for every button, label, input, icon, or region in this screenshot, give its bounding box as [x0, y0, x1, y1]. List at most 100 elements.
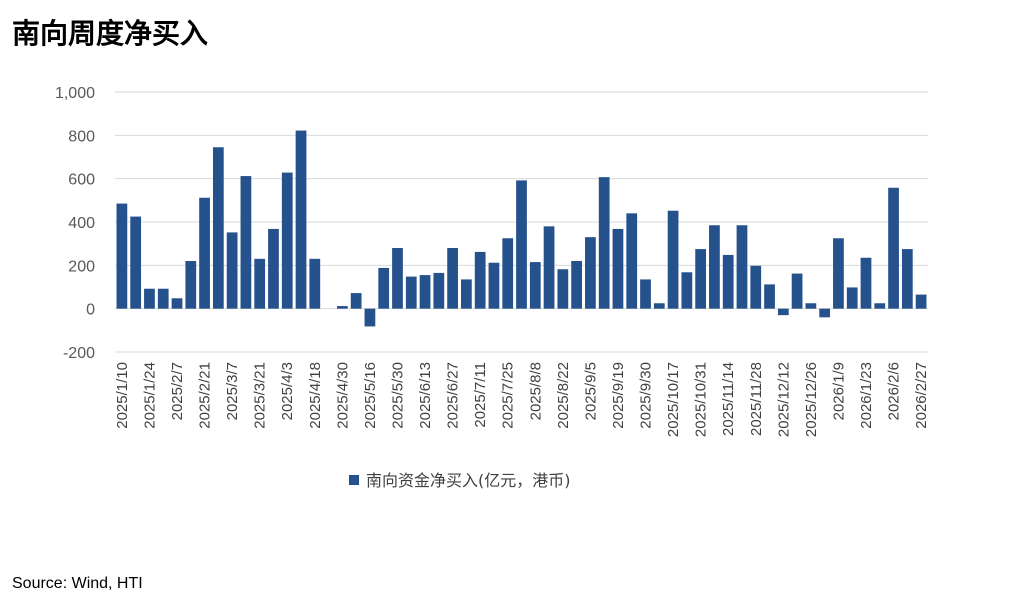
bar [171, 298, 183, 309]
bar [447, 248, 458, 309]
y-axis: -200 0 200 400 600 800 1,000 [55, 85, 95, 362]
x-tick-label: 2025/6/13 [417, 362, 434, 429]
x-tick-label: 2025/8/8 [527, 362, 544, 420]
bar [860, 257, 872, 309]
bar [819, 308, 831, 318]
bar [295, 130, 307, 309]
x-tick-label: 2025/9/19 [610, 362, 627, 429]
x-tick-label: 2025/1/24 [141, 362, 158, 429]
bar [791, 273, 803, 309]
bar [667, 210, 679, 309]
y-tick-label: 400 [68, 215, 95, 232]
x-tick-label: 2025/6/27 [445, 362, 462, 429]
x-tick-label: 2026/1/9 [830, 362, 847, 420]
x-tick-label: 2025/7/25 [500, 362, 517, 429]
x-tick-label: 2025/1/10 [114, 362, 131, 429]
x-tick-label: 2026/2/6 [886, 362, 903, 420]
bar [901, 249, 913, 309]
bar [474, 251, 486, 309]
y-tick-label: 800 [68, 128, 95, 145]
x-tick-label: 2025/5/30 [389, 362, 406, 429]
page-title: 南向周度净买入 [12, 17, 209, 50]
x-tick-label: 2025/12/12 [775, 362, 792, 437]
bar [888, 187, 899, 309]
x-tick-label: 2025/4/18 [307, 362, 324, 429]
bar [502, 238, 514, 309]
y-tick-label: 600 [68, 172, 95, 189]
bar [571, 261, 582, 309]
x-tick-label: 2025/10/17 [665, 362, 682, 437]
bar [585, 237, 596, 309]
bar [199, 197, 210, 309]
x-tick-label: 2025/9/5 [582, 362, 599, 420]
bar [419, 275, 431, 309]
bar [254, 258, 266, 309]
bar-chart: -200 0 200 400 600 800 1,000 2025/1/10 2025/1/2… [55, 85, 930, 490]
x-tick-label: 2025/2/21 [197, 362, 214, 429]
bar [488, 262, 500, 309]
bar [846, 287, 858, 309]
bar [516, 180, 527, 309]
x-tick-label: 2025/3/21 [252, 362, 269, 429]
bar [378, 267, 390, 309]
bar [144, 288, 155, 309]
bar [116, 203, 128, 309]
bar [750, 265, 762, 309]
bar [640, 279, 651, 309]
bars [116, 130, 927, 327]
x-tick-label: 2025/11/14 [720, 362, 737, 436]
legend-swatch [349, 475, 359, 485]
bar [833, 238, 844, 309]
bar [461, 279, 472, 309]
bar [709, 225, 720, 309]
x-tick-label: 2025/12/26 [803, 362, 820, 437]
bar [805, 303, 817, 309]
bar [336, 306, 348, 309]
x-axis: 2025/1/10 2025/1/24 2025/2/7 2025/2/21 2025/… [114, 362, 930, 437]
bar [529, 262, 541, 309]
bar [777, 308, 789, 316]
bar [653, 303, 665, 309]
x-tick-label: 2025/5/16 [362, 362, 379, 429]
legend: 南向资金净买入(亿元，港币) [349, 471, 571, 490]
bar [392, 248, 403, 309]
bar [612, 228, 624, 309]
y-tick-label: -200 [63, 345, 95, 362]
bar [626, 213, 638, 309]
bar [598, 177, 610, 309]
bar [736, 225, 748, 309]
x-tick-label: 2025/2/7 [169, 362, 186, 420]
x-tick-label: 2025/3/7 [224, 362, 241, 420]
x-tick-label: 2025/11/28 [748, 362, 765, 436]
bar [543, 226, 555, 309]
bar [433, 272, 445, 309]
x-tick-label: 2026/2/27 [913, 362, 930, 429]
bar [309, 258, 321, 309]
bar [350, 293, 362, 309]
bar [212, 147, 224, 309]
bar [915, 294, 927, 309]
bar [240, 176, 252, 309]
x-tick-label: 2026/1/23 [858, 362, 875, 429]
bar [557, 269, 569, 309]
y-tick-label: 0 [86, 302, 95, 319]
bar [364, 308, 376, 327]
x-tick-label: 2025/4/3 [279, 362, 296, 420]
x-tick-label: 2025/8/22 [555, 362, 572, 429]
bar [226, 232, 238, 309]
bar [695, 249, 707, 309]
y-tick-label: 1,000 [55, 85, 95, 102]
bar [874, 303, 886, 309]
bar [681, 272, 693, 309]
x-tick-label: 2025/4/30 [334, 362, 351, 429]
bar [185, 261, 197, 309]
bar [268, 228, 279, 309]
bar [722, 254, 734, 309]
x-tick-label: 2025/10/31 [693, 362, 710, 437]
bar [130, 216, 142, 309]
bar [764, 284, 775, 309]
y-tick-label: 200 [68, 258, 95, 275]
source-note: Source: Wind, HTI [12, 575, 143, 592]
x-tick-label: 2025/7/11 [472, 362, 489, 428]
bar [405, 276, 417, 309]
